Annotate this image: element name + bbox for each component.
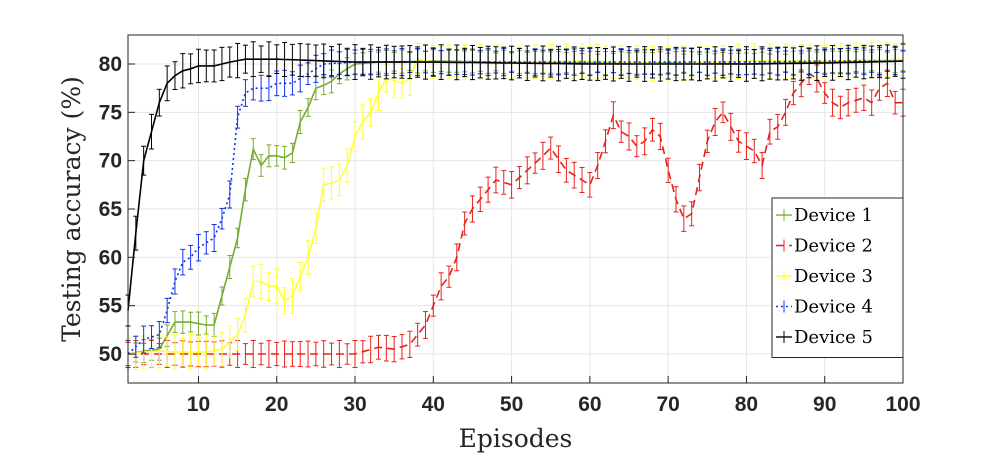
- legend-label: Device 2: [794, 236, 873, 257]
- y-axis-label: Testing accuracy (%): [57, 76, 86, 342]
- x-tick-label: 40: [422, 393, 445, 416]
- legend-box: [771, 197, 904, 358]
- y-tick-label: 70: [99, 150, 122, 173]
- x-tick-label: 100: [885, 393, 920, 416]
- y-tick-label: 65: [99, 198, 123, 221]
- legend-label: Device 1: [794, 205, 873, 226]
- x-tick-label: 90: [813, 393, 836, 416]
- x-tick-label: 20: [265, 393, 288, 416]
- legend-label: Device 4: [794, 297, 873, 318]
- y-tick-label: 50: [99, 343, 122, 366]
- y-tick-label: 60: [99, 246, 122, 269]
- series-5: [125, 41, 906, 327]
- y-tick-label: 75: [99, 101, 123, 124]
- x-tick-label: 10: [187, 393, 210, 416]
- series-line: [127, 58, 904, 311]
- x-tick-label: 50: [500, 393, 523, 416]
- x-axis-label: Episodes: [459, 424, 573, 453]
- x-tick-label: 60: [578, 393, 601, 416]
- y-tick-label: 80: [99, 53, 122, 76]
- legend-label: Device 3: [794, 266, 873, 287]
- legend-label: Device 5: [794, 327, 873, 348]
- series-line: [127, 60, 903, 355]
- series-line: [128, 72, 903, 355]
- x-tick-label: 30: [343, 393, 366, 416]
- series-layer: [125, 41, 906, 370]
- axis-ticks: 10 20 30 40 50 60 70 80 90 100 50 55 60 65 70 75 80: [99, 53, 921, 416]
- y-tick-label: 55: [99, 295, 123, 318]
- x-tick-label: 70: [656, 393, 679, 416]
- legend: Device 1 Device 2 Device 3 Device 4 Device 5: [771, 197, 904, 358]
- x-tick-label: 80: [735, 393, 758, 416]
